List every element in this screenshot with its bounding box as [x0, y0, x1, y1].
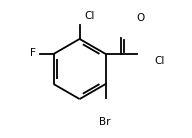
Text: O: O: [136, 13, 145, 23]
Text: Cl: Cl: [84, 11, 94, 21]
Text: Br: Br: [99, 117, 111, 127]
Text: F: F: [30, 48, 36, 58]
Text: Cl: Cl: [154, 56, 165, 67]
